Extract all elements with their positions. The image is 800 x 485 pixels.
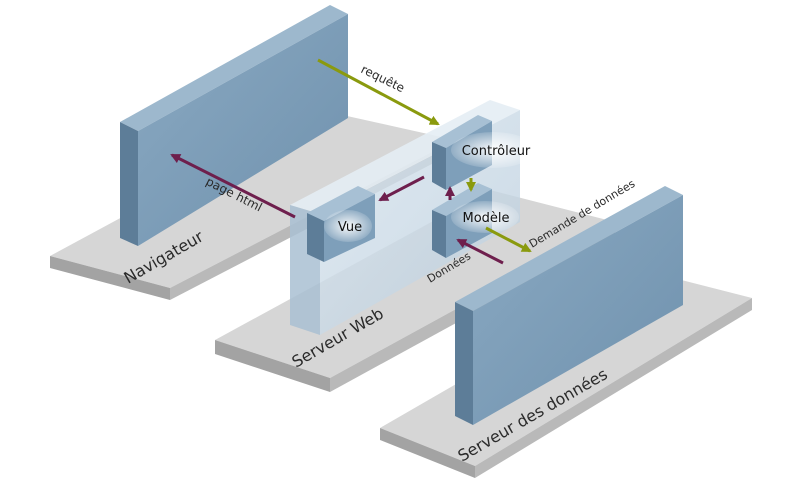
panel-serveur-donnees (455, 186, 683, 425)
label-controleur: Contrôleur (462, 144, 531, 159)
label-requete: requête (359, 62, 407, 95)
module-controleur: Contrôleur (432, 115, 535, 190)
arrow-controleur-vue (378, 175, 425, 202)
arrow-page-html (170, 153, 296, 219)
arrow-demande (485, 226, 532, 253)
panel-navigateur (120, 5, 348, 246)
label-modele: Modèle (462, 211, 509, 226)
arrow-donnees (456, 238, 504, 265)
label-vue: Vue (338, 220, 362, 235)
arrow-requete (317, 58, 440, 126)
module-vue: Vue (307, 186, 375, 262)
